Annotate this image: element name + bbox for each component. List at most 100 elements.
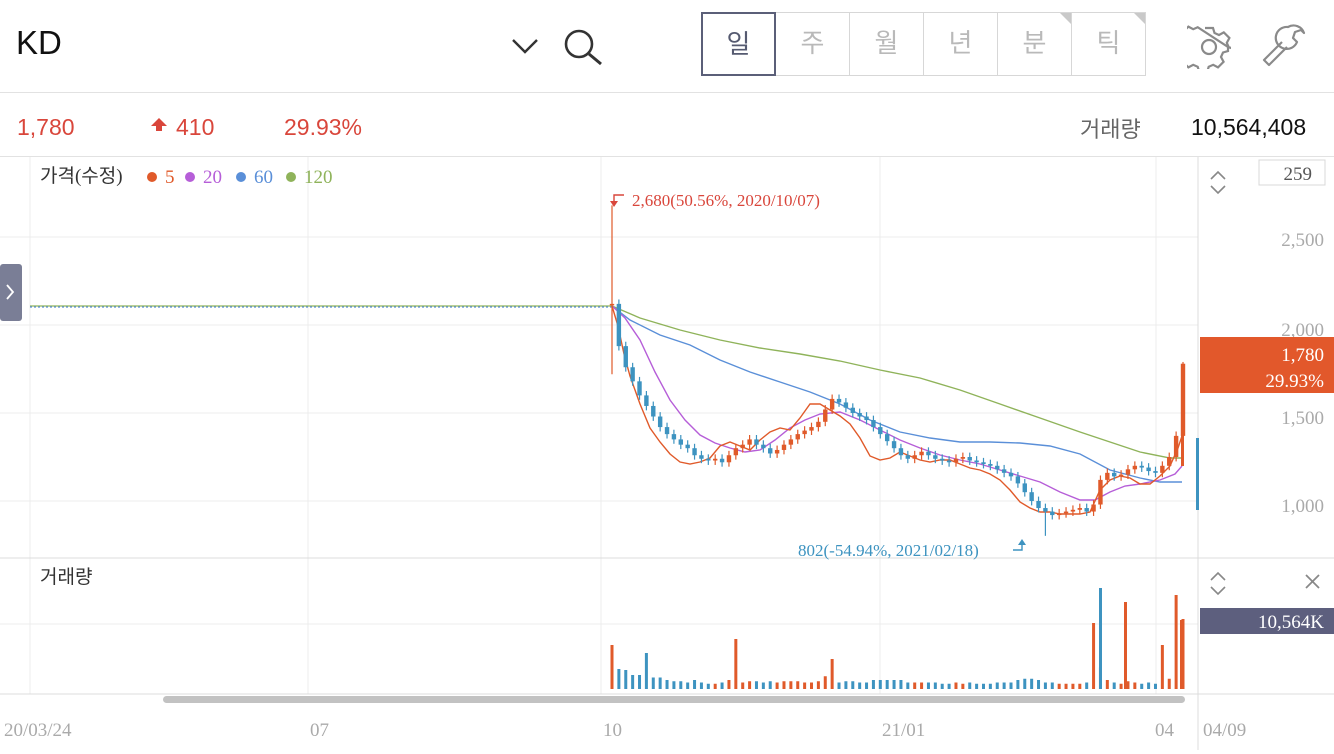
candle-body	[1036, 501, 1041, 509]
candle-body	[768, 448, 773, 454]
y-tick: 2,500	[1281, 230, 1324, 251]
candle-body	[788, 439, 794, 445]
volume-bar	[1140, 683, 1144, 689]
candle-body	[1022, 483, 1027, 493]
tab-label: 일	[726, 30, 751, 60]
stock-symbol[interactable]: KD	[16, 24, 62, 61]
candle-body	[960, 457, 966, 459]
volume-bar	[1071, 683, 1075, 689]
volume-bar	[885, 680, 889, 689]
tab-week[interactable]: 주	[775, 12, 850, 76]
dropdown-corner-icon	[1134, 13, 1145, 24]
volume-bar	[617, 669, 621, 689]
volume-bar	[693, 680, 697, 689]
volume-bar	[1119, 683, 1123, 689]
candle-body	[1105, 472, 1110, 480]
volume-bar	[754, 681, 758, 689]
candlestick-series	[609, 205, 1199, 536]
tab-day[interactable]: 일	[701, 12, 776, 76]
volume-bar	[1099, 588, 1102, 689]
ma-legend-20: 20	[203, 167, 222, 188]
candle-body	[953, 458, 959, 463]
wrench-icon[interactable]	[1260, 23, 1306, 73]
x-tick: 04/09	[1203, 720, 1246, 741]
y-tick: 2,000	[1281, 320, 1324, 341]
tab-label: 월	[874, 29, 899, 59]
ma-legend-dot-120	[286, 172, 296, 182]
tab-tick[interactable]: 틱	[1071, 12, 1146, 76]
candle-body	[747, 439, 752, 445]
candle-body	[1160, 465, 1165, 473]
volume-bar	[1174, 595, 1178, 689]
candle-body	[946, 460, 952, 463]
volume-bar	[975, 683, 979, 689]
volume-bar	[968, 682, 972, 689]
candle-body	[795, 434, 800, 440]
chart-area[interactable]: 가격(수정) 5 20 60 120 거래량 2,500 2,000 1,500…	[0, 157, 1334, 750]
tab-minute[interactable]: 분	[997, 12, 1072, 76]
ma-line-20	[611, 305, 1183, 501]
volume-bar	[699, 682, 703, 689]
chart-svg[interactable]: 가격(수정) 5 20 60 120 거래량 2,500 2,000 1,500…	[0, 157, 1334, 750]
candle-body	[609, 303, 615, 306]
ma-line-60	[611, 305, 1182, 483]
volume-bar	[995, 682, 999, 689]
candle-body	[823, 409, 828, 422]
horizontal-scrollbar[interactable]	[163, 696, 1185, 703]
candle-body	[754, 439, 759, 445]
top-value-box	[1258, 159, 1326, 186]
low-annotation-text: 802(-54.94%, 2021/02/18)	[798, 541, 979, 560]
volume-panel-title: 거래량	[40, 566, 92, 588]
volume-bar	[624, 670, 628, 689]
volume-bar-series	[610, 588, 1185, 689]
up-arrow-icon	[150, 117, 168, 138]
candle-body	[905, 455, 911, 459]
candle-body	[1196, 438, 1199, 510]
high-annotation-text: 2,680(50.56%, 2020/10/07)	[632, 191, 820, 210]
gear-icon[interactable]	[1177, 25, 1235, 73]
candle-body	[1167, 457, 1172, 466]
side-panel-toggle[interactable]	[0, 264, 22, 321]
candle-body	[850, 407, 855, 413]
tab-month[interactable]: 월	[849, 12, 924, 76]
candle-body	[1181, 366, 1184, 466]
volume-bar	[1043, 682, 1047, 689]
candle-body	[1139, 465, 1144, 468]
close-icon[interactable]	[1305, 574, 1320, 589]
candle-body	[1015, 476, 1021, 484]
search-icon[interactable]	[562, 27, 604, 71]
tab-year[interactable]: 년	[923, 12, 998, 76]
candle-body	[664, 427, 670, 435]
change-percent: 29.93%	[284, 114, 363, 140]
chevron-down-icon[interactable]	[511, 36, 539, 60]
candle-body	[616, 303, 622, 347]
volume-scale-toggle-icon[interactable]	[1210, 571, 1226, 596]
price-scale-toggle-icon[interactable]	[1210, 170, 1226, 195]
volume-bar	[913, 682, 917, 689]
candle-body	[712, 458, 718, 461]
volume-bar	[686, 682, 690, 689]
volume-bar	[803, 682, 807, 689]
volume-bar	[1126, 681, 1130, 689]
candle-body	[1029, 492, 1034, 501]
candle-body	[1173, 435, 1179, 457]
current-volume-box-value: 10,564K	[1258, 612, 1324, 633]
candle-body	[733, 448, 739, 456]
volume-bar	[1057, 683, 1061, 689]
volume-bar	[947, 683, 951, 689]
candle-body	[836, 398, 842, 403]
candle-body	[637, 381, 642, 396]
volume-bar	[899, 680, 903, 689]
price-panel-title: 가격(수정)	[40, 165, 123, 187]
candle-body	[912, 455, 917, 459]
volume-bar	[1180, 620, 1183, 689]
volume-bar	[782, 681, 786, 689]
volume-bar	[1009, 682, 1013, 689]
volume-bar	[810, 682, 814, 689]
volume-bar	[727, 680, 731, 689]
volume-bar	[638, 675, 642, 689]
candle-body	[1118, 474, 1124, 477]
volume-bar	[658, 677, 662, 689]
current-price: 1,780	[17, 114, 75, 140]
volume-value: 10,564,408	[1191, 114, 1307, 140]
